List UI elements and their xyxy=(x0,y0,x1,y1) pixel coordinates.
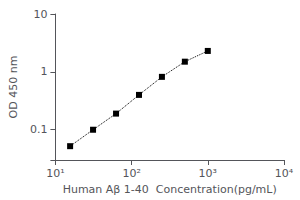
svg-text:1: 1 xyxy=(40,65,47,78)
svg-text:10: 10 xyxy=(33,8,47,21)
svg-text:0.1: 0.1 xyxy=(30,123,48,136)
svg-text:10³: 10³ xyxy=(199,167,217,180)
svg-text:10⁴: 10⁴ xyxy=(275,167,294,180)
svg-text:OD 450 nm: OD 450 nm xyxy=(7,56,20,119)
svg-text:10¹: 10¹ xyxy=(46,167,64,180)
svg-text:10²: 10² xyxy=(122,167,140,180)
svg-text:Human Aβ 1-40 Concentration(p: Human Aβ 1-40 Concentration(pg/mL) xyxy=(63,183,277,196)
